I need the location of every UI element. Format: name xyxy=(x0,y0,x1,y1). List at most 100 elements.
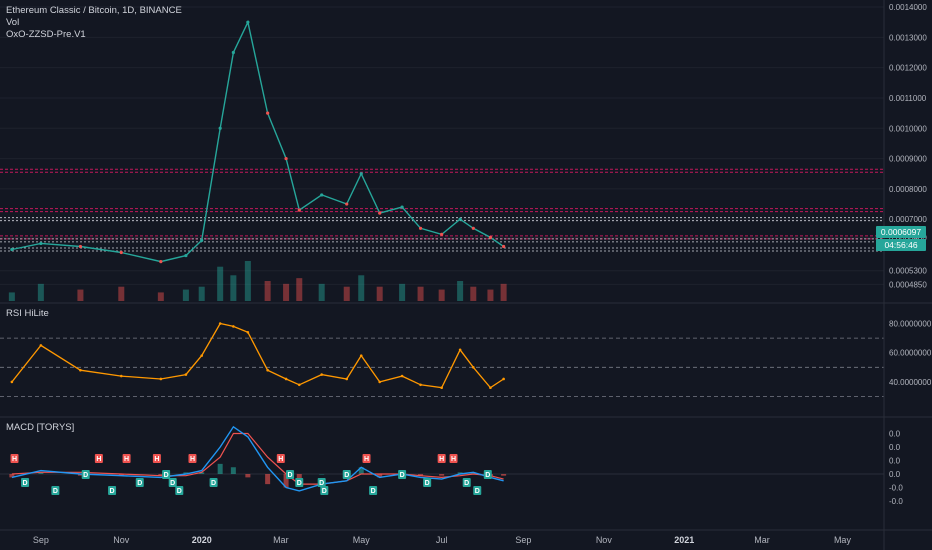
price-point[interactable] xyxy=(378,211,382,215)
rsi-point[interactable] xyxy=(489,386,492,390)
price-point[interactable] xyxy=(400,205,404,209)
symbol-title[interactable]: Ethereum Classic / Bitcoin, 1D, BINANCE xyxy=(6,5,182,16)
price-point[interactable] xyxy=(119,250,123,255)
macd-marker-label[interactable]: D xyxy=(170,480,175,487)
macd-marker-badge[interactable] xyxy=(122,454,131,463)
price-point[interactable] xyxy=(458,217,462,221)
rsi-point[interactable] xyxy=(159,377,163,381)
rsi-point[interactable] xyxy=(458,348,462,352)
price-point[interactable] xyxy=(246,20,250,24)
rsi-point[interactable] xyxy=(200,354,204,357)
macd-marker-label[interactable]: H xyxy=(278,456,283,463)
rsi-point[interactable] xyxy=(419,383,422,387)
macd-marker-badge[interactable] xyxy=(209,478,218,487)
macd-marker-label[interactable]: D xyxy=(288,472,293,479)
macd-marker-badge[interactable] xyxy=(162,470,171,479)
price-point[interactable] xyxy=(218,126,222,130)
macd-marker-label[interactable]: D xyxy=(371,488,376,495)
macd-marker-badge[interactable] xyxy=(342,470,351,479)
rsi-point[interactable] xyxy=(440,386,443,390)
macd-marker-badge[interactable] xyxy=(286,470,295,479)
price-point[interactable] xyxy=(10,247,14,252)
price-point[interactable] xyxy=(184,253,188,258)
macd-marker-label[interactable]: D xyxy=(485,472,490,479)
price-point[interactable] xyxy=(320,193,324,197)
rsi-point[interactable] xyxy=(297,383,301,387)
macd-marker-badge[interactable] xyxy=(175,486,184,495)
indicator-legend[interactable]: OxO-ZZSD-Pre.V1 xyxy=(6,29,86,40)
price-point[interactable] xyxy=(266,111,270,115)
macd-marker-label[interactable]: H xyxy=(12,456,17,463)
rsi-point[interactable] xyxy=(378,380,381,384)
macd-marker-label[interactable]: D xyxy=(211,480,216,487)
rsi-point[interactable] xyxy=(79,368,82,372)
rsi-point[interactable] xyxy=(400,374,404,378)
macd-marker-label[interactable]: H xyxy=(439,456,444,463)
macd-marker-badge[interactable] xyxy=(462,478,471,487)
rsi-point[interactable] xyxy=(345,377,349,381)
macd-marker-label[interactable]: D xyxy=(344,472,349,479)
price-line[interactable] xyxy=(11,20,504,263)
rsi-point[interactable] xyxy=(502,377,505,381)
price-point[interactable] xyxy=(502,244,506,249)
macd-marker-badge[interactable] xyxy=(108,486,117,495)
price-point[interactable] xyxy=(231,50,235,55)
macd-marker-badge[interactable] xyxy=(152,454,161,463)
macd-marker-label[interactable]: D xyxy=(137,480,142,487)
macd-marker-badge[interactable] xyxy=(276,454,285,463)
macd-marker-label[interactable]: D xyxy=(475,488,480,495)
macd-marker-label[interactable]: D xyxy=(164,472,169,479)
rsi-title[interactable]: RSI HiLite xyxy=(6,308,49,319)
rsi-point[interactable] xyxy=(119,374,123,378)
macd-marker-label[interactable]: D xyxy=(464,480,469,487)
macd-marker-badge[interactable] xyxy=(168,478,177,487)
price-point[interactable] xyxy=(471,226,475,230)
macd-line[interactable] xyxy=(11,425,504,492)
macd-marker-badge[interactable] xyxy=(135,478,144,487)
macd-marker-label[interactable]: H xyxy=(124,456,129,463)
rsi-line[interactable] xyxy=(11,322,504,389)
macd-marker-badge[interactable] xyxy=(449,454,458,463)
price-point[interactable] xyxy=(440,232,444,236)
macd-marker-label[interactable]: H xyxy=(154,456,159,463)
macd-marker-label[interactable]: D xyxy=(297,480,302,487)
macd-marker-badge[interactable] xyxy=(473,486,482,495)
macd-marker-label[interactable]: D xyxy=(400,472,405,479)
vol-legend[interactable]: Vol xyxy=(6,17,20,28)
macd-marker-badge[interactable] xyxy=(483,470,492,479)
price-point[interactable] xyxy=(359,172,363,176)
price-point[interactable] xyxy=(159,260,163,264)
price-point[interactable] xyxy=(78,244,83,249)
macd-marker-badge[interactable] xyxy=(21,478,30,487)
rsi-point[interactable] xyxy=(359,354,363,357)
rsi-point[interactable] xyxy=(266,368,269,372)
macd-marker-label[interactable]: D xyxy=(425,480,430,487)
macd-marker-label[interactable]: H xyxy=(190,456,195,463)
macd-marker-badge[interactable] xyxy=(317,478,326,487)
rsi-point[interactable] xyxy=(320,373,323,376)
macd-marker-label[interactable]: H xyxy=(96,456,101,463)
rsi-point[interactable] xyxy=(39,344,43,347)
macd-marker-badge[interactable] xyxy=(320,486,329,495)
rsi-point[interactable] xyxy=(10,380,14,384)
macd-marker-badge[interactable] xyxy=(369,486,378,495)
rsi-point[interactable] xyxy=(246,330,250,334)
macd-marker-label[interactable]: D xyxy=(53,488,58,495)
price-point[interactable] xyxy=(200,238,204,243)
macd-marker-badge[interactable] xyxy=(423,478,432,487)
macd-marker-label[interactable]: D xyxy=(23,480,28,487)
macd-marker-badge[interactable] xyxy=(10,454,19,463)
macd-title[interactable]: MACD [TORYS] xyxy=(6,422,75,433)
rsi-point[interactable] xyxy=(284,377,288,381)
macd-marker-badge[interactable] xyxy=(51,486,60,495)
macd-marker-badge[interactable] xyxy=(295,478,304,487)
macd-marker-label[interactable]: D xyxy=(83,472,88,479)
macd-signal-line[interactable] xyxy=(11,432,504,485)
rsi-point[interactable] xyxy=(232,325,235,328)
macd-marker-badge[interactable] xyxy=(398,470,407,479)
macd-marker-label[interactable]: D xyxy=(322,488,327,495)
price-point[interactable] xyxy=(418,226,423,230)
macd-marker-badge[interactable] xyxy=(362,454,371,463)
price-point[interactable] xyxy=(284,156,288,161)
